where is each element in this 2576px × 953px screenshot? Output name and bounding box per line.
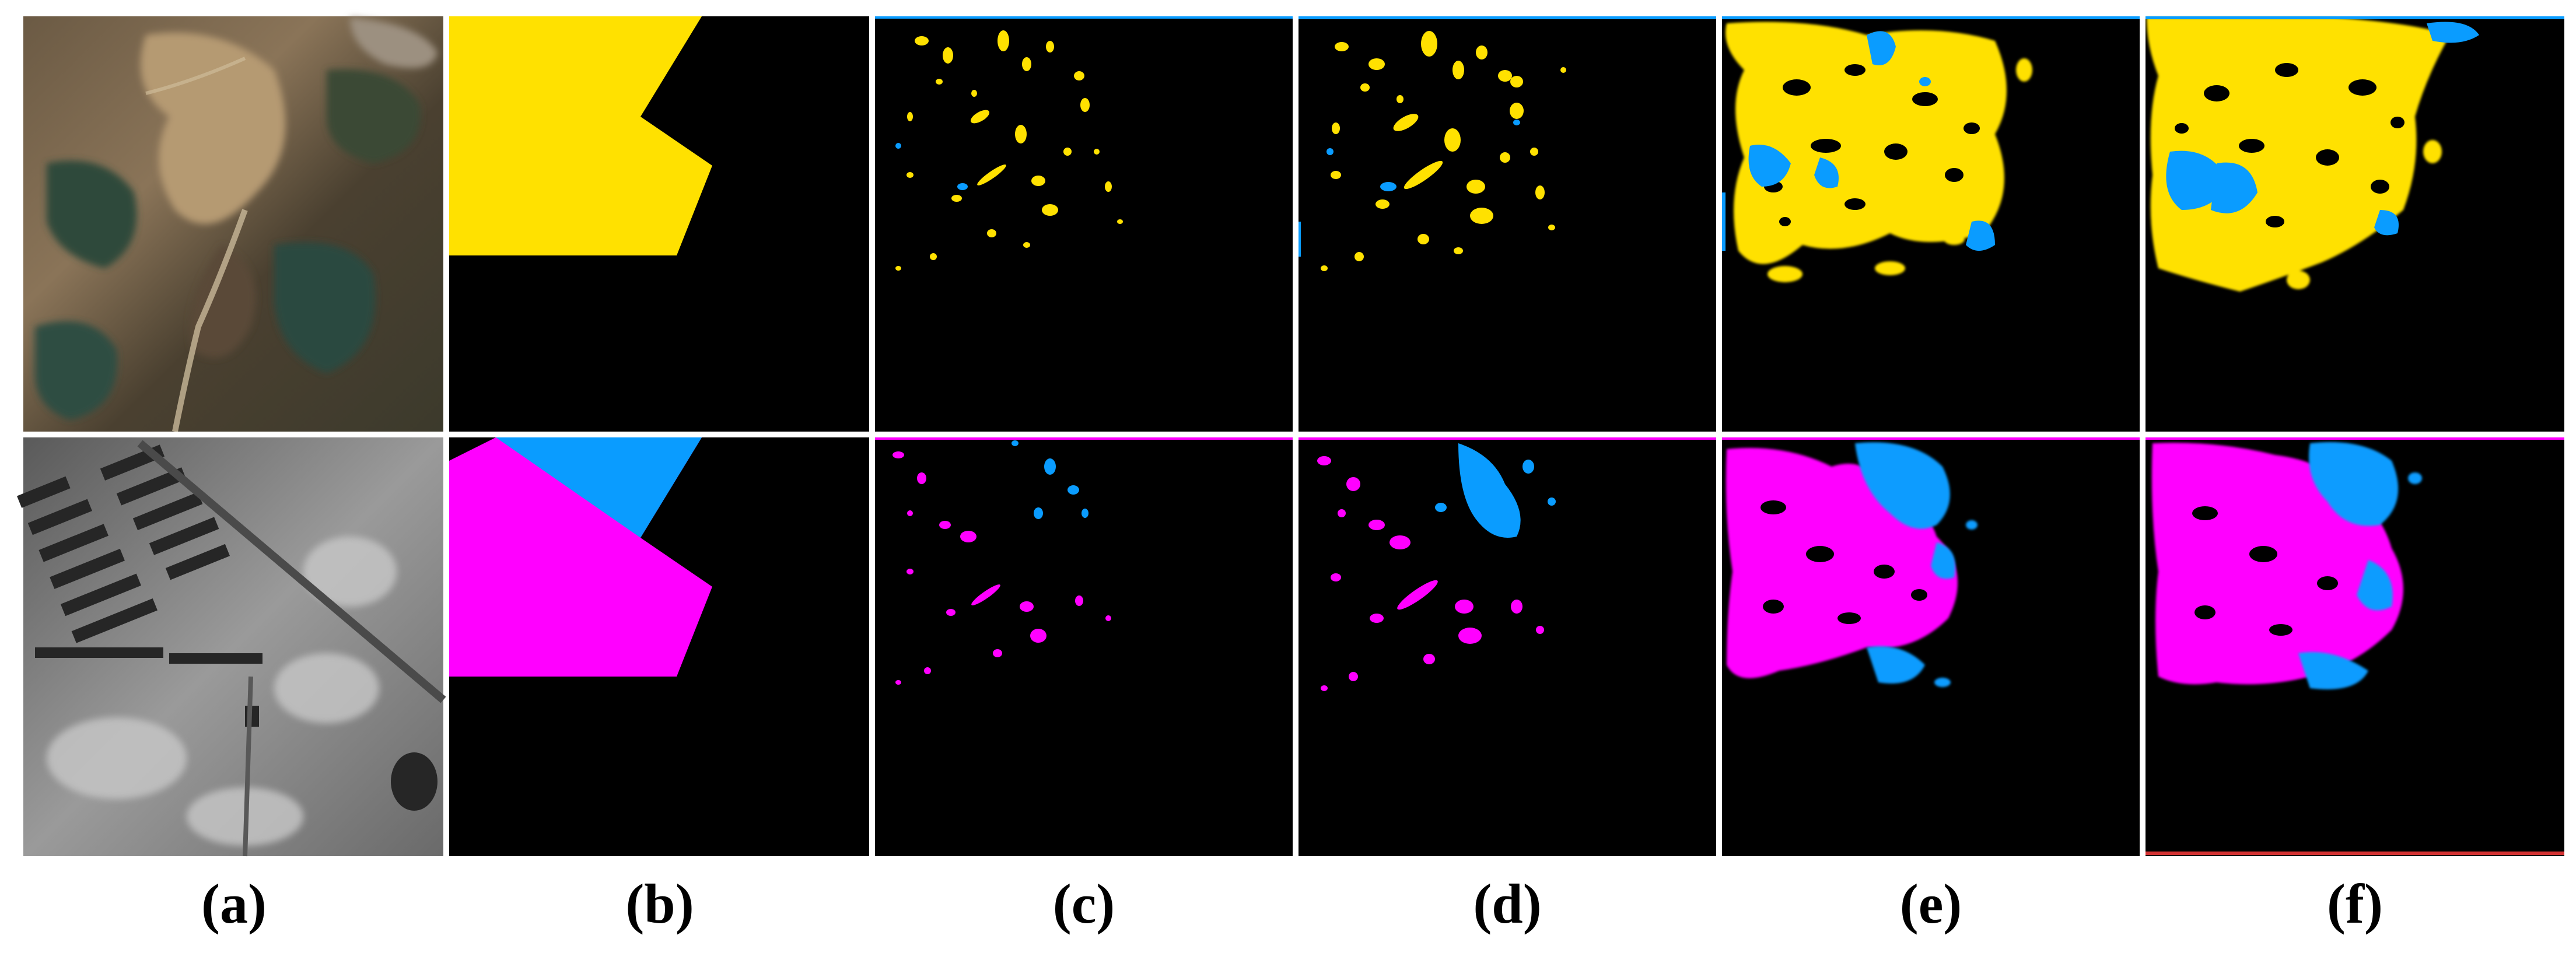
panel-d-row2-prediction [1298,437,1716,856]
label-e: (e) [1899,873,1962,935]
panel-e-row1-prediction [1722,16,2140,432]
panel-d-row1-prediction [1298,16,1716,432]
panel-separators [0,432,2576,437]
panel-a-row1-satellite-color [23,16,443,432]
panel-f-row1-prediction [2146,16,2564,432]
label-a: (a) [201,873,267,935]
panel-c-row1-prediction [875,16,1293,432]
panel-b-row2-ground-truth [449,437,869,856]
panel-a-row2-satellite-grayscale [16,437,446,857]
panel-b-row1-ground-truth [449,16,869,432]
label-d: (d) [1473,873,1542,935]
label-c: (c) [1052,873,1115,935]
label-b: (b) [625,873,694,935]
panel-e-row2-prediction [1722,437,2140,856]
label-f: (f) [2327,873,2383,935]
panel-f-row2-prediction [2146,437,2564,856]
panel-c-row2-prediction [875,437,1293,856]
